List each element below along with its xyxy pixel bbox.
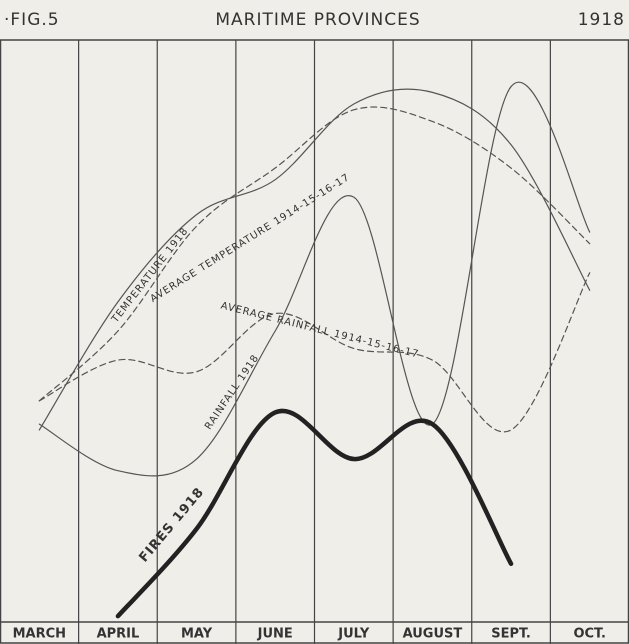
series-label: RAINFALL 1918	[203, 353, 261, 432]
series-line	[38, 272, 591, 433]
series-line	[38, 82, 591, 477]
series-line	[38, 88, 591, 431]
figure-number: ·FIG.5	[4, 10, 60, 30]
series-line	[115, 408, 514, 619]
x-tick-label: JULY	[337, 627, 370, 642]
x-tick-label: JUNE	[257, 627, 293, 642]
x-tick-label: OCT.	[573, 627, 605, 642]
chart-year: 1918	[578, 10, 625, 30]
x-tick-label: SEPT.	[491, 627, 531, 642]
x-tick-label: MARCH	[13, 627, 66, 642]
x-tick-label: MAY	[181, 627, 213, 642]
x-tick-label: APRIL	[97, 627, 140, 642]
x-tick-label: AUGUST	[403, 627, 463, 642]
series-line	[38, 106, 591, 402]
chart-title: MARITIME PROVINCES	[215, 10, 420, 30]
